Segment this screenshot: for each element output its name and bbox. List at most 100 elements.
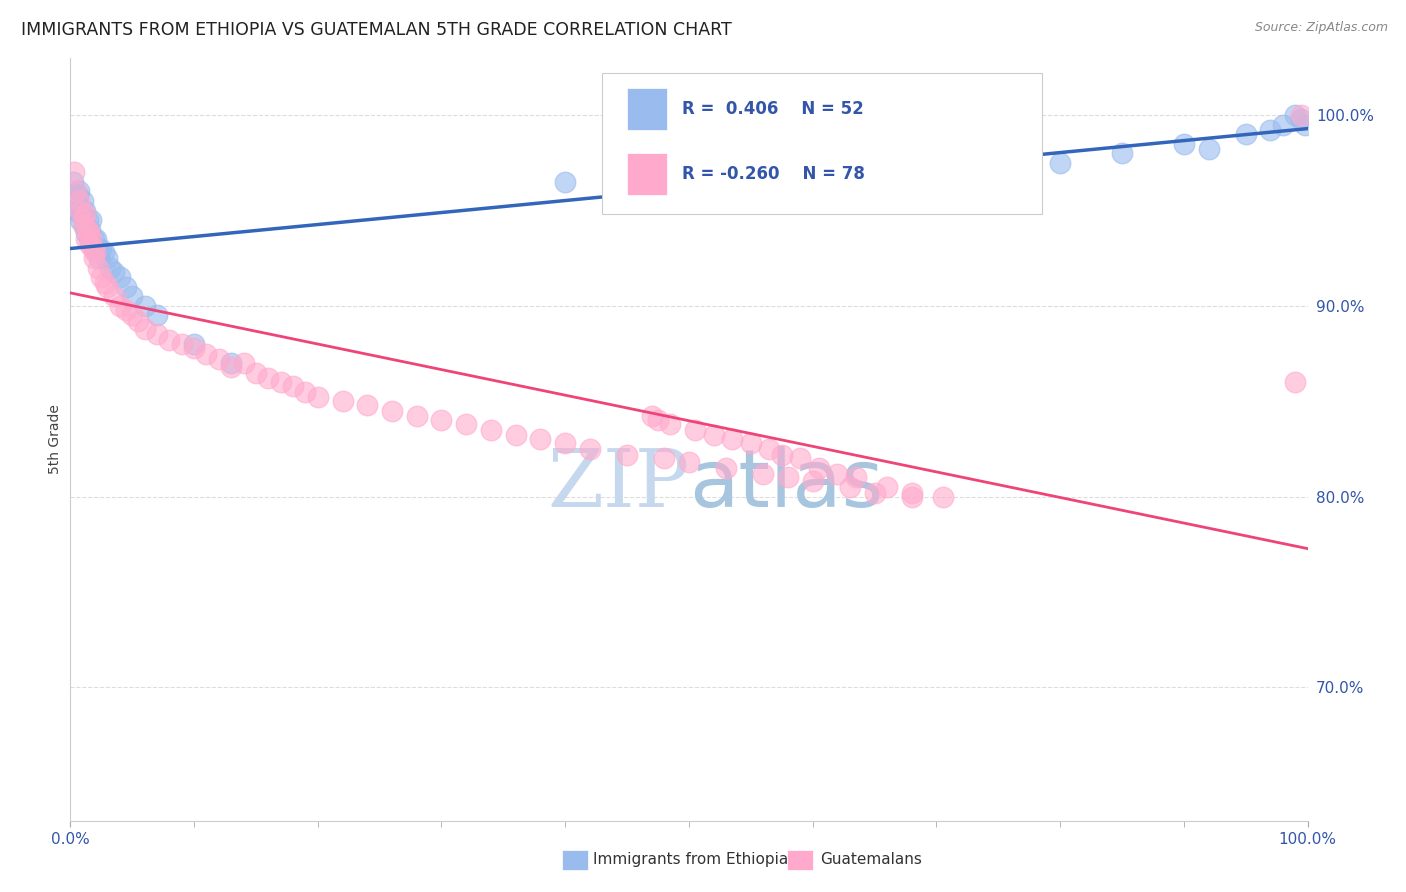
Point xyxy=(72,213,94,227)
Point xyxy=(900,490,922,504)
Point xyxy=(121,289,143,303)
Point xyxy=(505,428,527,442)
Point xyxy=(579,442,602,456)
Point xyxy=(1291,108,1313,122)
Point xyxy=(714,461,737,475)
Point xyxy=(1234,128,1257,142)
Point xyxy=(134,299,156,313)
Point xyxy=(183,337,205,351)
Point xyxy=(86,242,108,256)
Point xyxy=(65,185,87,199)
Point xyxy=(96,251,118,265)
FancyBboxPatch shape xyxy=(602,73,1042,214)
Point xyxy=(1049,156,1071,170)
Point xyxy=(801,161,824,176)
Point xyxy=(219,359,242,374)
Point xyxy=(115,280,138,294)
Point xyxy=(381,403,404,417)
Point xyxy=(430,413,453,427)
Point xyxy=(65,203,87,218)
Point xyxy=(63,165,86,179)
Point xyxy=(641,409,664,424)
Point xyxy=(98,260,121,275)
Text: atlas: atlas xyxy=(689,446,883,524)
Point xyxy=(647,413,669,427)
Point xyxy=(925,150,948,164)
Point xyxy=(75,232,97,246)
Point xyxy=(80,213,103,227)
Point xyxy=(281,379,304,393)
Point xyxy=(1111,146,1133,161)
Point xyxy=(79,222,101,236)
Point xyxy=(900,485,922,500)
Point xyxy=(332,394,354,409)
Point xyxy=(183,341,205,355)
Point xyxy=(356,398,378,412)
Point xyxy=(740,169,762,184)
Point xyxy=(103,264,125,278)
Point xyxy=(108,270,131,285)
Point xyxy=(838,480,860,494)
Point xyxy=(67,185,90,199)
Point xyxy=(84,245,107,260)
Point xyxy=(479,423,502,437)
Point xyxy=(86,260,108,275)
Point xyxy=(70,207,93,221)
Point xyxy=(257,371,280,385)
Point xyxy=(76,222,98,236)
Point xyxy=(683,423,706,437)
Point xyxy=(108,299,131,313)
Point xyxy=(659,417,682,431)
Point xyxy=(65,194,87,208)
Point xyxy=(529,433,551,447)
Point xyxy=(72,194,94,208)
Point xyxy=(987,165,1010,179)
Point xyxy=(69,213,91,227)
Point xyxy=(770,448,793,462)
Point xyxy=(90,270,112,285)
Point xyxy=(703,165,725,179)
Point xyxy=(75,207,97,221)
Point xyxy=(789,451,811,466)
Point xyxy=(807,461,830,475)
Point xyxy=(232,356,254,370)
Point xyxy=(146,309,169,323)
Point xyxy=(1173,136,1195,151)
Point xyxy=(83,251,105,265)
Point xyxy=(845,470,868,484)
Point xyxy=(863,485,886,500)
Point xyxy=(77,227,100,241)
Point xyxy=(863,156,886,170)
Point xyxy=(121,309,143,323)
Point xyxy=(876,480,898,494)
Point xyxy=(84,242,107,256)
Point xyxy=(1198,143,1220,157)
Point xyxy=(87,251,110,265)
Point xyxy=(703,428,725,442)
Point xyxy=(1260,123,1282,137)
Point xyxy=(554,436,576,450)
Point xyxy=(758,442,780,456)
Point xyxy=(270,375,292,389)
Point xyxy=(67,194,90,208)
Point xyxy=(219,356,242,370)
Bar xyxy=(627,88,666,130)
Point xyxy=(76,213,98,227)
Point xyxy=(294,384,316,399)
Point xyxy=(69,203,91,218)
Point xyxy=(80,232,103,246)
Point xyxy=(115,302,138,317)
Point xyxy=(79,237,101,252)
Point xyxy=(73,219,96,233)
Point xyxy=(82,242,104,256)
Point xyxy=(73,219,96,233)
Point xyxy=(740,436,762,450)
Point xyxy=(134,322,156,336)
Point xyxy=(245,366,267,380)
Point xyxy=(678,455,700,469)
Point xyxy=(103,289,125,303)
Text: R =  0.406    N = 52: R = 0.406 N = 52 xyxy=(682,101,863,119)
Point xyxy=(721,433,744,447)
Point xyxy=(752,467,775,481)
Point xyxy=(62,175,84,189)
